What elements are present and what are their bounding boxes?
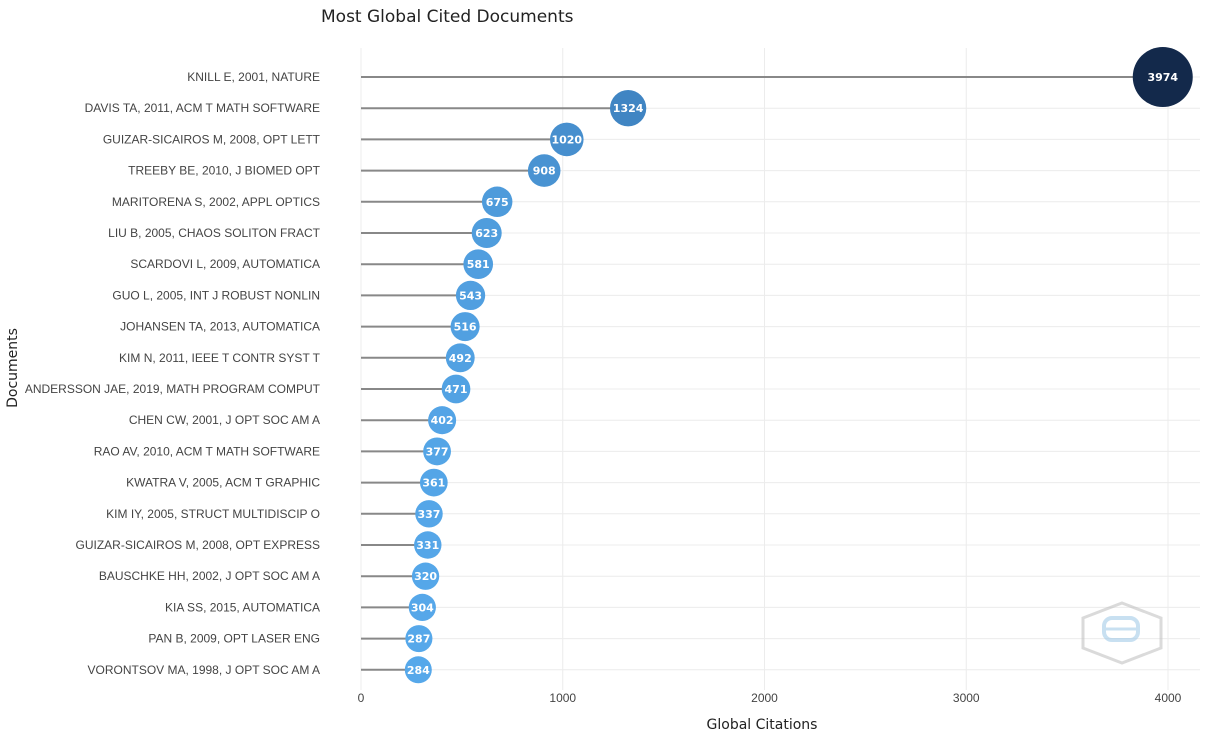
y-tick-label: CHEN CW, 2001, J OPT SOC AM A xyxy=(129,413,320,427)
x-tick-label: 1000 xyxy=(549,691,576,705)
x-tick-labels: 0 1000 2000 3000 4000 xyxy=(358,691,1182,705)
x-tick-label: 4000 xyxy=(1155,691,1182,705)
y-tick-labels: KNILL E, 2001, NATURE DAVIS TA, 2011, ACM… xyxy=(25,70,321,677)
chart-title: Most Global Cited Documents xyxy=(321,7,574,27)
y-tick-label: KIM IY, 2005, STRUCT MULTIDISCIP O xyxy=(106,507,320,521)
data-label: 471 xyxy=(445,383,468,396)
y-tick-label: PAN B, 2009, OPT LASER ENG xyxy=(148,632,320,646)
bibliometrix-logo-watermark xyxy=(1081,601,1163,665)
y-tick-label: ANDERSSON JAE, 2019, MATH PROGRAM COMPUT xyxy=(25,382,321,396)
lollipop-bubble xyxy=(423,437,451,466)
lollipop-bubble xyxy=(415,500,443,528)
lollipop-bubble xyxy=(411,562,440,590)
x-axis-title: Global Citations xyxy=(707,717,818,732)
data-label: 337 xyxy=(418,508,441,521)
y-tick-label: GUIZAR-SICAIROS M, 2008, OPT LETT xyxy=(103,132,321,146)
data-label: 284 xyxy=(407,664,430,677)
lollipop-bubble xyxy=(445,343,475,373)
lollipop-bubble xyxy=(408,593,436,621)
y-axis-title: Documents xyxy=(5,328,21,408)
y-tick-label: RAO AV, 2010, ACM T MATH SOFTWARE xyxy=(94,444,320,458)
grid xyxy=(360,48,1200,690)
data-label: 543 xyxy=(459,289,482,302)
data-label: 402 xyxy=(431,414,454,427)
stems xyxy=(361,76,1163,671)
y-tick-label: KIA SS, 2015, AUTOMATICA xyxy=(165,600,320,614)
data-label: 304 xyxy=(411,601,434,614)
data-label: 331 xyxy=(416,539,439,552)
data-label: 361 xyxy=(422,477,445,490)
y-tick-label: BAUSCHKE HH, 2002, J OPT SOC AM A xyxy=(99,569,320,583)
lollipop-bubble xyxy=(428,406,457,435)
data-label: 623 xyxy=(475,227,498,240)
bubbles: 3974 1324 1020 908 675 623 581 543 516 492 471 402 3… xyxy=(404,47,1193,684)
lollipop-bubble xyxy=(450,312,480,342)
data-label: 377 xyxy=(426,445,449,458)
y-tick-label: MARITORENA S, 2002, APPL OPTICS xyxy=(112,195,320,209)
lollipop-bubble xyxy=(455,280,486,311)
y-tick-label: GUO L, 2005, INT J ROBUST NONLIN xyxy=(112,288,320,302)
x-tick-label: 0 xyxy=(358,691,365,705)
lollipop-bubble xyxy=(609,90,647,127)
y-tick-label: SCARDOVI L, 2009, AUTOMATICA xyxy=(130,257,320,271)
data-label: 908 xyxy=(533,165,556,178)
data-label: 320 xyxy=(414,570,437,583)
lollipop-bubble xyxy=(414,531,442,559)
lollipop-bubble xyxy=(549,122,584,157)
y-tick-label: DAVIS TA, 2011, ACM T MATH SOFTWARE xyxy=(85,101,320,115)
data-label: 287 xyxy=(407,633,430,646)
data-label: 1324 xyxy=(613,102,644,115)
y-tick-label: VORONTSOV MA, 1998, J OPT SOC AM A xyxy=(87,663,320,677)
y-tick-label: KWATRA V, 2005, ACM T GRAPHIC xyxy=(126,476,320,490)
lollipop-bubble xyxy=(404,656,432,684)
lollipop-bubble xyxy=(463,249,494,280)
y-tick-label: KIM N, 2011, IEEE T CONTR SYST T xyxy=(119,351,321,365)
data-label: 492 xyxy=(449,352,472,365)
data-label: 675 xyxy=(486,196,509,209)
lollipop-bubble xyxy=(527,154,561,187)
y-tick-label: GUIZAR-SICAIROS M, 2008, OPT EXPRESS xyxy=(75,538,320,552)
data-label: 1020 xyxy=(551,133,582,146)
x-tick-label: 2000 xyxy=(751,691,778,705)
lollipop-bubble xyxy=(405,625,433,653)
lollipop-bubble xyxy=(419,468,448,497)
lollipop-bubble xyxy=(481,186,513,218)
x-tick-label: 3000 xyxy=(953,691,980,705)
y-tick-label: KNILL E, 2001, NATURE xyxy=(187,70,320,84)
data-label: 516 xyxy=(454,321,477,334)
y-tick-label: JOHANSEN TA, 2013, AUTOMATICA xyxy=(120,320,320,334)
lollipop-bubble xyxy=(1132,47,1193,107)
y-tick-label: LIU B, 2005, CHAOS SOLITON FRACT xyxy=(108,226,321,240)
lollipop-bubble xyxy=(471,217,502,249)
data-label: 581 xyxy=(467,258,490,271)
data-label: 3974 xyxy=(1147,71,1178,84)
y-tick-label: TREEBY BE, 2010, J BIOMED OPT xyxy=(128,164,321,178)
lollipop-bubble xyxy=(441,374,471,404)
